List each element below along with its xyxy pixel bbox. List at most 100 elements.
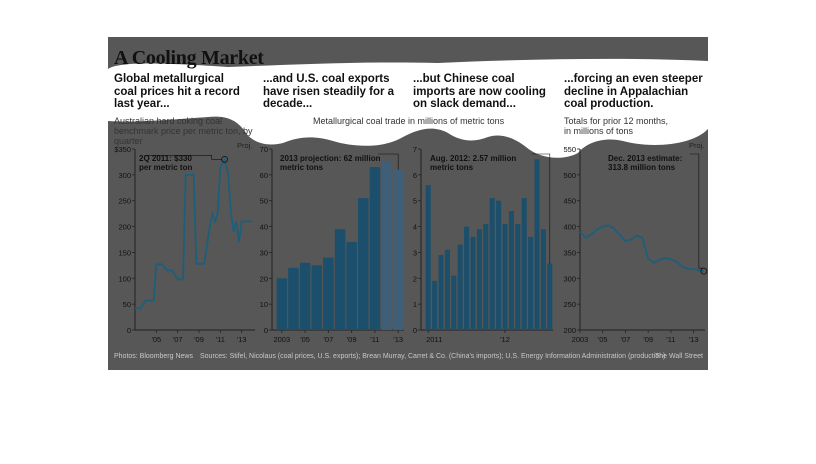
china-chart-bar xyxy=(476,229,482,330)
appalachia-chart-y-tick-label: 500 xyxy=(563,171,576,180)
price-chart-x-tick-label: '09 xyxy=(194,335,204,344)
price-chart-annotation-label: 2Q 2011: $330 per metric ton xyxy=(139,154,192,172)
price-chart-x-tick-label: '11 xyxy=(216,335,225,344)
exports-chart-bar xyxy=(288,267,299,330)
price-chart-x-tick-label: '05 xyxy=(151,335,161,344)
exports-chart-bar xyxy=(381,161,392,330)
exports-chart-y-tick-label: 50 xyxy=(260,197,268,206)
china-chart-bar xyxy=(496,200,502,330)
exports-chart-bar xyxy=(358,198,369,330)
appalachia-chart-x-tick-label: '11 xyxy=(666,335,675,344)
exports-chart-bar xyxy=(299,262,311,330)
headline-prices: Global metallurgical coal prices hit a r… xyxy=(114,73,240,110)
headline-china: ...but Chinese coal imports are now cool… xyxy=(413,73,546,110)
exports-chart-x-tick-label: '07 xyxy=(323,335,333,344)
china-chart-bar xyxy=(444,249,450,330)
china-chart-y-tick-label: 3 xyxy=(413,248,417,257)
price-chart-x-tick-label: '13 xyxy=(237,335,247,344)
price-chart-y-tick-label: 250 xyxy=(118,197,131,206)
exports-chart-y-tick-label: 40 xyxy=(260,223,268,232)
exports-chart-y-tick-label: 60 xyxy=(260,171,268,180)
china-chart-bar xyxy=(470,236,476,330)
china-chart-bar xyxy=(547,263,553,330)
exports-chart-annotation-label: 2013 projection: 62 million metric tons xyxy=(280,154,381,172)
china-chart-bar xyxy=(464,226,470,330)
price-chart-annotation-leader xyxy=(144,155,222,160)
appalachia-chart-x-tick-label: '05 xyxy=(598,335,608,344)
china-chart-annotation-leader xyxy=(531,153,551,264)
subtitle-prices: Australian hard coking coal benchmark pr… xyxy=(114,116,253,146)
appalachia-chart-y-tick-label: 450 xyxy=(563,197,576,206)
exports-chart-bar xyxy=(392,169,404,330)
exports-chart-y-tick-label: 10 xyxy=(260,300,268,309)
china-chart-y-tick-label: 0 xyxy=(413,326,417,335)
china-chart-bar xyxy=(489,198,495,330)
headline-exports: ...and U.S. coal exports have risen stea… xyxy=(263,73,395,110)
china-chart-bar xyxy=(432,280,438,330)
price-chart-x-tick-label: '07 xyxy=(173,335,183,344)
appalachia-chart-y-tick-label: 350 xyxy=(563,248,576,257)
china-chart-bar xyxy=(534,159,540,330)
china-chart-y-tick-label: 2 xyxy=(413,274,417,283)
exports-chart-y-tick-label: 20 xyxy=(260,274,268,283)
white-blob xyxy=(108,58,708,158)
price-chart-series-line xyxy=(135,156,253,310)
price-chart-projection-label: Proj. xyxy=(237,141,252,150)
china-chart-bar xyxy=(457,244,463,330)
subtitle-appalachia: Totals for prior 12 months, in millions … xyxy=(564,116,669,136)
exports-chart-bar xyxy=(276,278,288,330)
china-chart-bar xyxy=(508,211,514,330)
china-chart-bar xyxy=(521,198,527,330)
exports-chart-x-tick-label: '13 xyxy=(393,335,403,344)
price-chart-y-tick-label: $350 xyxy=(114,145,131,154)
white-blob-overlay xyxy=(108,58,708,158)
appalachia-chart-y-tick-label: 400 xyxy=(563,223,576,232)
price-chart-y-tick-label: 0 xyxy=(127,326,131,335)
price-chart-y-tick-label: 50 xyxy=(123,300,131,309)
appalachia-chart-y-tick-label: 550 xyxy=(563,145,576,154)
china-chart-annotation-label: Aug. 2012: 2.57 million metric tons xyxy=(430,154,516,172)
china-chart-bar xyxy=(451,275,457,330)
infographic: A Cooling Market Global metallurgical co… xyxy=(108,37,708,370)
page-title: A Cooling Market xyxy=(114,47,264,69)
china-chart-y-tick-label: 5 xyxy=(413,197,417,206)
exports-chart-x-tick-label: 2003 xyxy=(273,335,290,344)
appalachia-chart-y-tick-label: 300 xyxy=(563,274,576,283)
appalachia-chart-annotation-leader xyxy=(689,153,704,269)
china-chart-x-tick-label: 2011 xyxy=(426,335,442,344)
china-chart-bar xyxy=(502,224,508,330)
china-chart-y-tick-label: 6 xyxy=(413,171,417,180)
appalachia-chart-x-tick-label: '07 xyxy=(621,335,631,344)
exports-chart-y-tick-label: 30 xyxy=(260,248,268,257)
exports-chart-annotation-leader xyxy=(378,153,399,170)
appalachia-chart-y-tick-label: 200 xyxy=(563,326,576,335)
price-chart-y-tick-label: 100 xyxy=(118,274,131,283)
appalachia-chart-x-tick-label: '13 xyxy=(689,335,699,344)
china-chart-bar xyxy=(528,236,534,330)
china-chart-bar xyxy=(438,255,444,330)
china-chart-y-tick-label: 1 xyxy=(413,300,417,309)
price-chart-y-tick-label: 150 xyxy=(118,248,131,257)
appalachia-chart-annotation-label: Dec. 2013 estimate: 313.8 million tons xyxy=(608,154,682,172)
china-chart-bar xyxy=(540,229,546,330)
price-chart-y-tick-label: 300 xyxy=(118,171,131,180)
exports-chart-bar xyxy=(369,167,381,330)
china-chart-bar xyxy=(483,224,489,330)
china-chart-y-tick-label: 7 xyxy=(413,145,417,154)
appalachia-chart-x-tick-label: '09 xyxy=(643,335,653,344)
exports-chart-x-tick-label: '09 xyxy=(347,335,357,344)
china-chart-x-tick-label: '12 xyxy=(500,335,510,344)
exports-chart-bar xyxy=(323,257,334,330)
china-chart-bar xyxy=(425,185,431,330)
headline-appalachia: ...forcing an even steeper decline in Ap… xyxy=(564,73,703,110)
china-chart-y-tick-label: 4 xyxy=(413,223,417,232)
appalachia-chart-series-line xyxy=(579,224,705,272)
exports-chart-bar xyxy=(334,229,346,330)
appalachia-chart-projection-label: Proj. xyxy=(689,141,704,150)
exports-chart-bar xyxy=(346,242,357,330)
exports-chart-y-tick-label: 70 xyxy=(260,145,268,154)
footer-credit: The Wall Street xyxy=(655,353,703,360)
price-chart-y-tick-label: 200 xyxy=(118,223,131,232)
china-chart-bar xyxy=(515,224,521,330)
exports-chart-x-tick-label: '11 xyxy=(370,335,379,344)
